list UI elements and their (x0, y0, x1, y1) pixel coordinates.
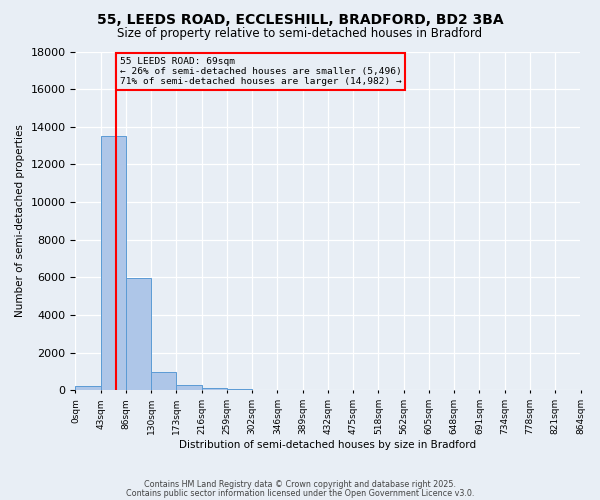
Text: Contains HM Land Registry data © Crown copyright and database right 2025.: Contains HM Land Registry data © Crown c… (144, 480, 456, 489)
Bar (176, 385, 202, 390)
Y-axis label: Number of semi-detached properties: Number of semi-detached properties (15, 124, 25, 318)
X-axis label: Distribution of semi-detached houses by size in Bradford: Distribution of semi-detached houses by … (179, 440, 476, 450)
Text: 55 LEEDS ROAD: 69sqm
← 26% of semi-detached houses are smaller (5,496)
71% of se: 55 LEEDS ROAD: 69sqm ← 26% of semi-detac… (120, 56, 401, 86)
Text: Contains public sector information licensed under the Open Government Licence v3: Contains public sector information licen… (126, 489, 474, 498)
Text: 55, LEEDS ROAD, ECCLESHILL, BRADFORD, BD2 3BA: 55, LEEDS ROAD, ECCLESHILL, BRADFORD, BD… (97, 12, 503, 26)
Bar (151, 372, 176, 390)
Bar (202, 388, 227, 390)
Bar (227, 389, 252, 390)
Text: Size of property relative to semi-detached houses in Bradford: Size of property relative to semi-detach… (118, 28, 482, 40)
Bar (101, 136, 126, 390)
Bar (76, 386, 101, 390)
Bar (126, 278, 151, 390)
